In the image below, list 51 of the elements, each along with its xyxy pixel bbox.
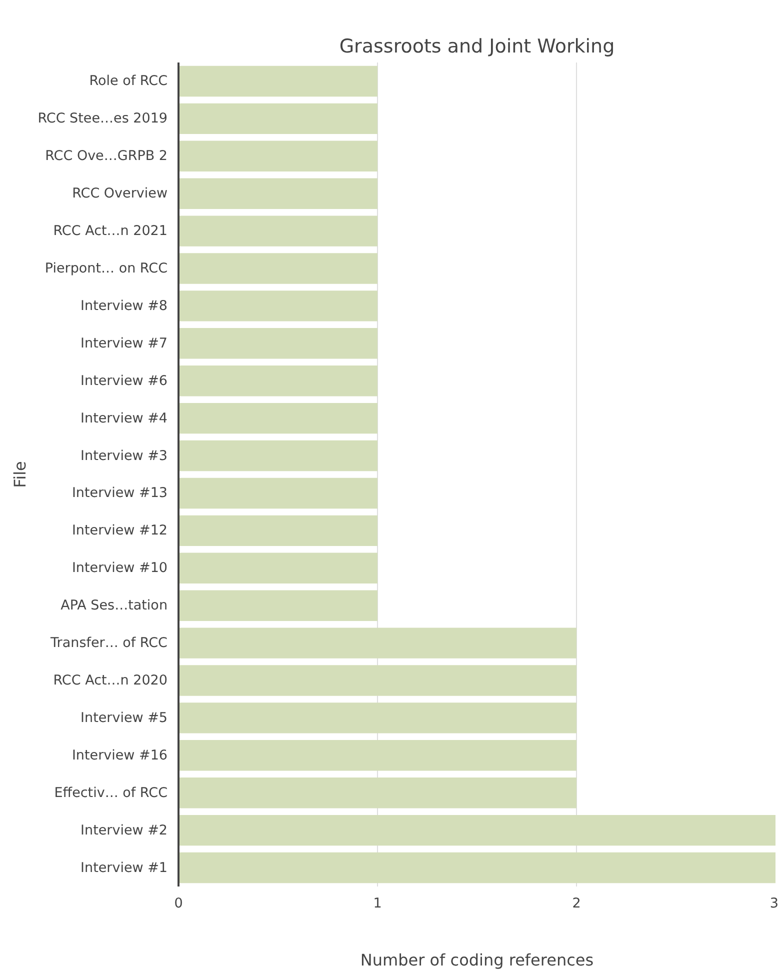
- y-tick-label: Interview #7: [80, 335, 168, 352]
- x-tick-label: 3: [770, 896, 778, 912]
- y-tick-label: RCC Stee…es 2019: [38, 110, 168, 127]
- y-tick-label: RCC Act…n 2020: [53, 672, 168, 688]
- y-tick-label: Interview #3: [80, 448, 168, 464]
- bar: [178, 140, 378, 172]
- bar: [178, 253, 378, 284]
- bar: [178, 778, 576, 808]
- bar: [178, 290, 378, 322]
- bar: [178, 740, 576, 771]
- x-axis-title: Number of coding references: [360, 950, 594, 970]
- y-tick-label: Interview #16: [72, 747, 168, 764]
- bar: [178, 814, 776, 846]
- y-tick-label: Pierpont… on RCC: [44, 260, 168, 276]
- y-tick-label: Transfer… of RCC: [50, 635, 168, 652]
- y-tick-label: APA Ses…tation: [60, 598, 168, 614]
- bar: [178, 628, 576, 658]
- y-tick-label: Interview #4: [80, 410, 168, 426]
- bar: [178, 590, 378, 621]
- y-tick-label: Interview #12: [72, 522, 168, 539]
- bar: [178, 66, 378, 97]
- bar: [178, 103, 378, 134]
- chart-title: Grassroots and Joint Working: [339, 36, 615, 58]
- bar: [178, 852, 776, 884]
- y-tick-label: Interview #2: [80, 822, 168, 838]
- bar: [178, 665, 576, 696]
- bar: [178, 178, 378, 209]
- bar: [178, 552, 378, 584]
- bar: [178, 216, 378, 246]
- y-tick-label: Effectiv… of RCC: [54, 784, 168, 801]
- y-tick-label: Interview #13: [72, 485, 168, 502]
- bar: [178, 515, 378, 546]
- y-tick-label: Interview #1: [80, 860, 168, 876]
- y-tick-label: Interview #8: [80, 298, 168, 314]
- y-tick-label: RCC Overview: [72, 186, 168, 202]
- bar: [178, 702, 576, 734]
- y-tick-label: Interview #10: [72, 560, 168, 576]
- bar: [178, 366, 378, 396]
- bar: [178, 478, 378, 509]
- bar: [178, 440, 378, 472]
- y-tick-label: Interview #6: [80, 372, 168, 389]
- x-tick-label: 2: [572, 896, 581, 912]
- bar: [178, 402, 378, 434]
- x-tick-label: 0: [174, 896, 183, 912]
- y-tick-label: RCC Ove…GRPB 2: [45, 148, 168, 164]
- y-tick-label: Role of RCC: [89, 73, 168, 90]
- x-tick-label: 1: [373, 896, 382, 912]
- bar: [178, 328, 378, 359]
- y-tick-label: RCC Act…n 2021: [53, 223, 168, 240]
- y-tick-label: Interview #5: [80, 710, 168, 726]
- y-axis-title: File: [10, 461, 30, 488]
